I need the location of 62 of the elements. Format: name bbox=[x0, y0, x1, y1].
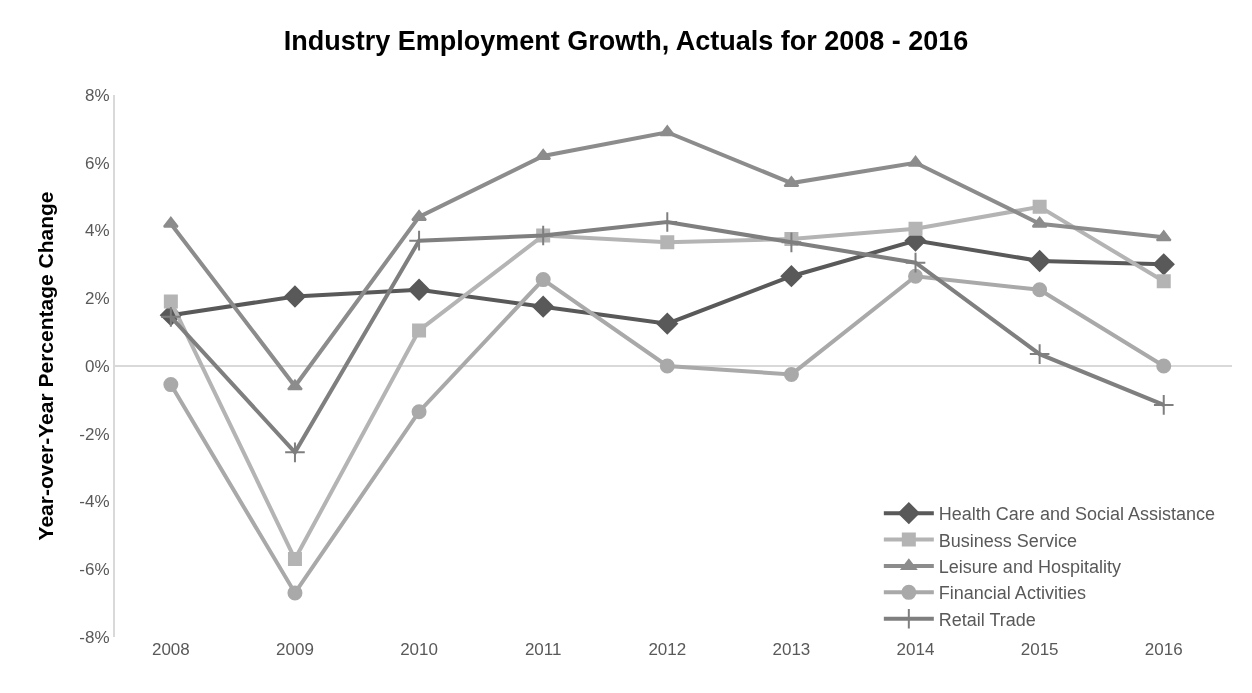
chart-title: Industry Employment Growth, Actuals for 2008 - 2016 bbox=[283, 26, 969, 57]
point bbox=[780, 265, 803, 287]
x-tick-label: 2013 bbox=[772, 639, 811, 659]
legend-label: Financial Activities bbox=[938, 583, 1086, 604]
point bbox=[411, 209, 427, 221]
y-tick-label: 2% bbox=[85, 289, 110, 309]
y-tick-label: 4% bbox=[85, 221, 110, 241]
point bbox=[1032, 282, 1048, 298]
x-tick-label: 2011 bbox=[524, 639, 562, 659]
x-tick-label: 2010 bbox=[400, 639, 438, 659]
x-tick-label: 2016 bbox=[1144, 639, 1183, 659]
point bbox=[162, 216, 179, 228]
point bbox=[659, 358, 675, 374]
point bbox=[783, 366, 799, 382]
legend-label: Business Service bbox=[938, 530, 1077, 551]
point bbox=[287, 552, 302, 567]
point bbox=[908, 268, 924, 284]
point bbox=[1032, 199, 1047, 214]
point bbox=[1152, 394, 1175, 416]
point bbox=[1031, 216, 1048, 228]
y-tick-label: -4% bbox=[79, 492, 110, 512]
point bbox=[287, 379, 303, 391]
x-tick-label: 2008 bbox=[151, 639, 190, 659]
y-tick-label: 0% bbox=[85, 356, 110, 376]
x-tick-label: 2012 bbox=[648, 639, 687, 659]
point bbox=[284, 441, 306, 464]
point bbox=[1028, 250, 1051, 272]
point bbox=[284, 285, 306, 308]
point bbox=[1156, 274, 1171, 289]
point bbox=[408, 279, 430, 301]
x-tick-label: 2014 bbox=[896, 639, 935, 659]
point bbox=[163, 377, 179, 393]
point bbox=[1155, 230, 1172, 242]
legend-label: Health Care and Social Assistance bbox=[938, 504, 1215, 525]
point bbox=[656, 312, 679, 335]
y-tick-label: -8% bbox=[79, 627, 110, 647]
point bbox=[412, 323, 427, 338]
point bbox=[659, 125, 676, 137]
point bbox=[904, 251, 927, 274]
point bbox=[783, 176, 800, 188]
point bbox=[908, 221, 923, 236]
x-tick-label: 2009 bbox=[276, 639, 314, 659]
y-tick-label: 8% bbox=[85, 85, 110, 105]
legend-label: Leisure and Hospitality bbox=[938, 556, 1121, 577]
point bbox=[780, 231, 803, 254]
point bbox=[535, 148, 552, 160]
point bbox=[1152, 253, 1175, 276]
point bbox=[1156, 358, 1172, 374]
x-tick-label: 2015 bbox=[1020, 639, 1059, 659]
point bbox=[535, 272, 551, 288]
y-tick-label: 6% bbox=[85, 153, 110, 173]
y-tick-label: -6% bbox=[79, 560, 110, 580]
point bbox=[660, 235, 675, 250]
point bbox=[1028, 343, 1051, 365]
y-tick-label: -2% bbox=[79, 424, 110, 444]
point bbox=[411, 404, 427, 420]
point bbox=[907, 155, 924, 167]
legend-label: Retail Trade bbox=[938, 609, 1036, 630]
y-axis-title: Year-over-Year Percentage Change bbox=[34, 191, 58, 541]
point bbox=[287, 585, 303, 601]
point bbox=[532, 295, 554, 318]
point bbox=[163, 294, 178, 309]
